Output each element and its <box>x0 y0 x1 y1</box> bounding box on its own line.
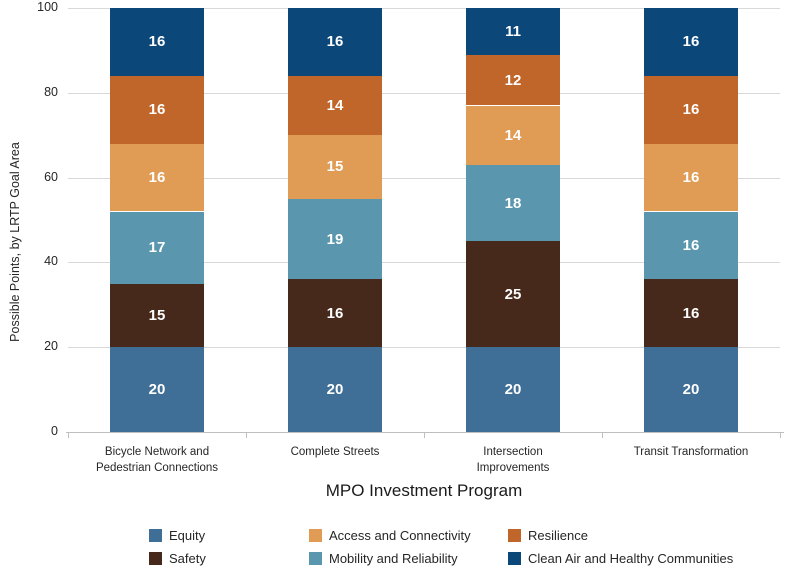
legend-swatch <box>149 552 162 565</box>
bar-segment: 19 <box>288 198 382 280</box>
bar-value-label: 20 <box>504 381 522 399</box>
legend-item: Access and Connectivity <box>309 528 471 543</box>
bar-value-label: 20 <box>148 381 166 399</box>
legend-label: Mobility and Reliability <box>329 551 458 566</box>
legend-item: Equity <box>149 528 205 543</box>
bar-value-label: 16 <box>326 33 344 51</box>
category-label-line: Pedestrian Connections <box>95 462 219 474</box>
x-axis-tick <box>246 433 247 438</box>
bar-segment: 15 <box>110 283 204 348</box>
bar-value-label: 16 <box>682 304 700 322</box>
category-label: Complete Streets <box>246 444 424 460</box>
x-axis-tick <box>424 433 425 438</box>
bar-segment: 16 <box>110 75 204 144</box>
x-axis-tick <box>68 433 69 438</box>
bar-segment: 16 <box>644 279 738 348</box>
bar-value-label: 16 <box>682 236 700 254</box>
x-axis-tick <box>780 433 781 438</box>
gridline <box>68 262 780 264</box>
legend-item: Mobility and Reliability <box>309 551 458 566</box>
category-label: Bicycle Network and Pedestrian Connection… <box>68 444 246 476</box>
bar-value-label: 17 <box>148 239 166 257</box>
legend-item: Safety <box>149 551 206 566</box>
bar-segment: 18 <box>466 164 560 242</box>
bar-value-label: 14 <box>504 126 522 144</box>
y-axis-tick-label: 40 <box>44 254 58 269</box>
bar-value-label: 19 <box>326 230 344 248</box>
gridline <box>68 92 780 94</box>
legend-swatch <box>149 529 162 542</box>
bar-value-label: 12 <box>504 71 522 89</box>
bar-value-label: 16 <box>148 101 166 119</box>
bar-value-label: 16 <box>326 304 344 322</box>
bar-value-label: 15 <box>148 306 166 324</box>
bar-segment: 16 <box>110 143 204 212</box>
category-label-line: Transit Transformation <box>633 446 749 458</box>
bar-value-label: 16 <box>682 101 700 119</box>
legend-swatch <box>508 552 521 565</box>
bar-segment: 20 <box>466 347 560 432</box>
category-label-line: Intersection <box>483 446 543 458</box>
bar-value-label: 20 <box>326 381 344 399</box>
bar-segment: 16 <box>644 75 738 144</box>
bar-segment: 20 <box>110 347 204 432</box>
bar-value-label: 16 <box>148 169 166 187</box>
legend-label: Access and Connectivity <box>329 528 471 543</box>
bar-segment: 16 <box>644 211 738 280</box>
legend-label: Safety <box>169 551 206 566</box>
category-label: Transit Transformation <box>602 444 780 460</box>
bar-segment: 14 <box>466 105 560 165</box>
legend-swatch <box>508 529 521 542</box>
x-axis-tick <box>602 433 603 438</box>
category-label-line: Complete Streets <box>290 446 380 458</box>
bar-value-label: 15 <box>326 158 344 176</box>
bar-segment: 16 <box>644 143 738 212</box>
bar-segment: 25 <box>466 241 560 348</box>
gridline <box>68 347 780 349</box>
y-axis-tick-label: 20 <box>44 339 58 354</box>
legend-swatch <box>309 529 322 542</box>
legend-swatch <box>309 552 322 565</box>
category-label: Intersection Improvements <box>424 444 602 476</box>
bar-segment: 12 <box>466 54 560 106</box>
legend-label: Resilience <box>528 528 588 543</box>
x-axis-title: MPO Investment Program <box>325 481 523 500</box>
x-axis-line <box>66 432 784 433</box>
bar-segment: 20 <box>288 347 382 432</box>
y-axis-tick-label: 0 <box>51 424 58 438</box>
bar-segment: 14 <box>288 75 382 136</box>
bar-value-label: 11 <box>505 22 521 40</box>
y-axis-tick-label: 80 <box>44 84 58 99</box>
gridline <box>68 8 780 9</box>
bar-segment: 20 <box>644 347 738 432</box>
bar-value-label: 14 <box>326 96 344 114</box>
bar-segment: 16 <box>110 8 204 76</box>
bar-value-label: 20 <box>682 381 700 399</box>
bar-segment: 16 <box>644 8 738 76</box>
bar-segment: 11 <box>466 8 560 55</box>
category-label-line: Improvements <box>476 462 550 474</box>
bar-value-label: 18 <box>504 194 522 212</box>
bar-value-label: 25 <box>504 285 522 303</box>
legend-item: Clean Air and Healthy Communities <box>508 551 733 566</box>
category-label-line: Bicycle Network and <box>104 446 210 458</box>
legend-label: Clean Air and Healthy Communities <box>528 551 734 566</box>
legend-label: Equity <box>169 528 206 543</box>
bar-segment: 17 <box>110 211 204 284</box>
bar-segment: 15 <box>288 135 382 199</box>
bar-segment: 16 <box>288 279 382 348</box>
gridline <box>68 177 780 179</box>
y-axis-tick-label: 60 <box>44 169 58 184</box>
bar-segment: 16 <box>288 8 382 76</box>
bar-value-label: 16 <box>682 169 700 187</box>
y-axis-tick-label: 100 <box>37 0 58 14</box>
bar-value-label: 16 <box>148 33 166 51</box>
legend-item: Resilience <box>508 528 588 543</box>
bar-value-label: 16 <box>682 33 700 51</box>
